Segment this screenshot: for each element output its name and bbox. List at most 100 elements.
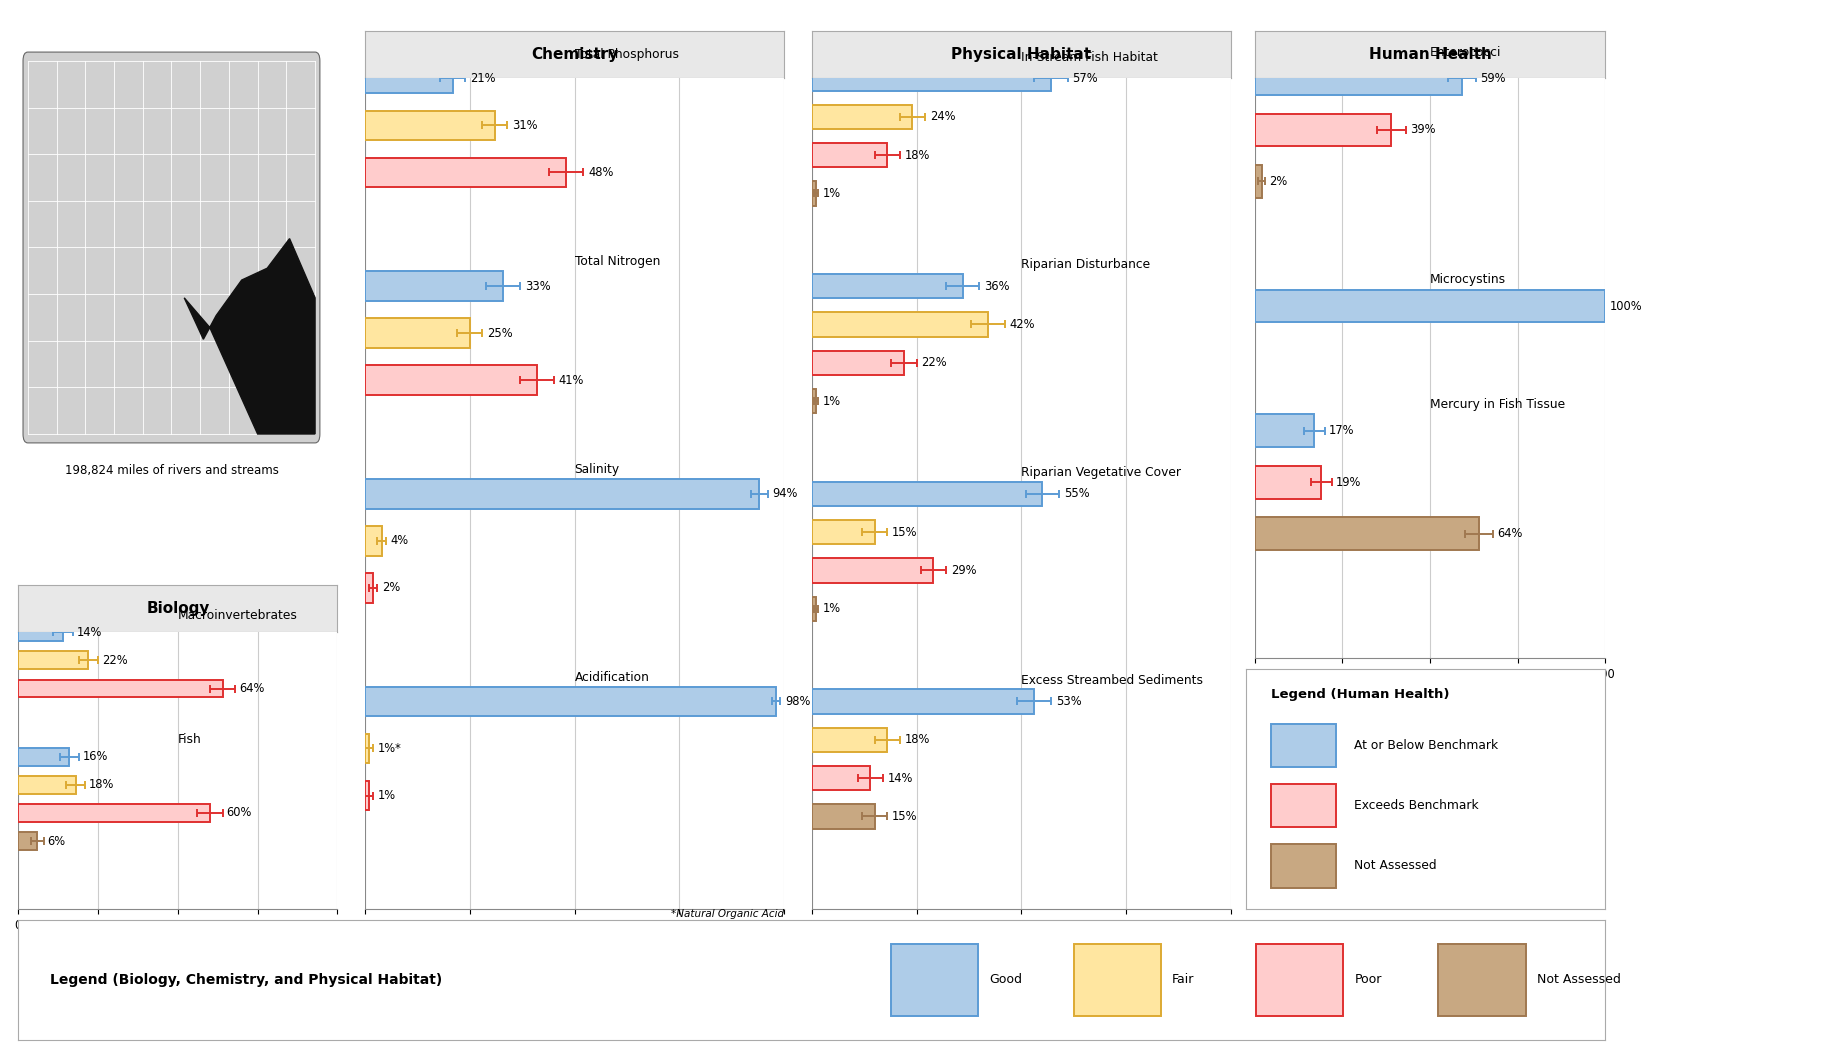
Text: Enterococci: Enterococci [1429, 46, 1500, 59]
Bar [365, 272, 503, 301]
Text: Fair: Fair [1170, 973, 1194, 986]
Text: 24%: 24% [930, 110, 955, 123]
X-axis label: Percent of Length: Percent of Length [1375, 687, 1484, 700]
FancyBboxPatch shape [1271, 784, 1334, 828]
FancyBboxPatch shape [1256, 944, 1342, 1016]
Bar [18, 804, 210, 821]
Text: 6%: 6% [47, 835, 66, 847]
X-axis label: Percent of Length: Percent of Length [520, 937, 629, 951]
Text: 41%: 41% [558, 374, 583, 387]
Bar [811, 104, 912, 129]
Bar [811, 766, 870, 790]
Bar [365, 479, 758, 509]
Text: Legend (Biology, Chemistry, and Physical Habitat): Legend (Biology, Chemistry, and Physical… [49, 973, 441, 986]
Bar [811, 727, 886, 752]
X-axis label: Percent of Length: Percent of Length [966, 937, 1076, 951]
Text: 64%: 64% [1497, 528, 1522, 540]
Text: Good: Good [988, 973, 1023, 986]
Text: 55%: 55% [1063, 487, 1090, 501]
Text: 19%: 19% [1336, 475, 1360, 489]
Text: 198,824 miles of rivers and streams: 198,824 miles of rivers and streams [64, 464, 279, 477]
Text: Not Assessed: Not Assessed [1537, 973, 1621, 986]
Bar [365, 158, 565, 187]
Text: Total Phosphorus: Total Phosphorus [574, 47, 678, 61]
Text: 1%*: 1%* [377, 742, 401, 754]
Bar [365, 319, 470, 348]
Text: *Natural Organic Acid: *Natural Organic Acid [671, 909, 784, 920]
Text: Not Assessed: Not Assessed [1353, 859, 1435, 873]
Text: Physical Habitat: Physical Habitat [952, 47, 1090, 63]
Text: Riparian Vegetative Cover: Riparian Vegetative Cover [1021, 466, 1181, 480]
Bar [811, 389, 815, 413]
Bar [1254, 114, 1391, 146]
Text: 36%: 36% [984, 280, 1010, 293]
Text: 22%: 22% [102, 654, 128, 667]
FancyBboxPatch shape [1438, 944, 1526, 1016]
Text: 100%: 100% [1608, 300, 1641, 312]
Bar [18, 832, 36, 850]
Bar [811, 690, 1034, 714]
Bar [811, 520, 875, 544]
Text: 16%: 16% [82, 750, 108, 763]
Text: 18%: 18% [89, 779, 115, 791]
Text: Microcystins: Microcystins [1429, 274, 1506, 286]
Bar [365, 366, 536, 395]
Text: Poor: Poor [1354, 973, 1382, 986]
Text: 39%: 39% [1409, 123, 1435, 137]
FancyBboxPatch shape [1271, 844, 1334, 887]
Text: 60%: 60% [226, 807, 252, 819]
FancyBboxPatch shape [1074, 944, 1159, 1016]
Text: 25%: 25% [487, 327, 512, 340]
Text: Riparian Disturbance: Riparian Disturbance [1021, 258, 1150, 272]
Text: Salinity: Salinity [574, 463, 620, 475]
Text: 18%: 18% [904, 148, 930, 162]
Text: 15%: 15% [891, 810, 917, 823]
Bar [811, 597, 815, 621]
Text: 1%: 1% [377, 789, 396, 802]
Text: In-Stream Fish Habitat: In-Stream Fish Habitat [1021, 51, 1158, 64]
Text: 33%: 33% [525, 280, 551, 293]
FancyBboxPatch shape [24, 52, 319, 443]
Bar [365, 526, 381, 556]
Bar [1254, 289, 1604, 323]
Text: Human Health: Human Health [1367, 47, 1491, 63]
Text: 64%: 64% [239, 682, 264, 695]
Bar [365, 64, 452, 93]
Bar [811, 312, 988, 336]
Text: Chemistry: Chemistry [530, 47, 618, 63]
Text: 17%: 17% [1329, 424, 1354, 437]
Bar [1254, 165, 1262, 198]
Bar [811, 482, 1043, 506]
Text: 22%: 22% [921, 356, 946, 369]
Bar [1254, 466, 1320, 498]
Text: Biology: Biology [146, 601, 210, 617]
Bar [1254, 62, 1460, 95]
Text: 14%: 14% [77, 626, 102, 638]
Bar [18, 679, 222, 697]
Text: Macroinvertebrates: Macroinvertebrates [179, 608, 297, 622]
Bar [1254, 414, 1314, 447]
Bar [18, 651, 88, 669]
Text: 53%: 53% [1056, 695, 1081, 707]
Text: 15%: 15% [891, 526, 917, 538]
Bar [811, 181, 815, 206]
Text: 2%: 2% [383, 581, 401, 595]
Text: Fish: Fish [179, 733, 202, 746]
Text: Mercury in Fish Tissue: Mercury in Fish Tissue [1429, 398, 1564, 411]
Text: Exceeds Benchmark: Exceeds Benchmark [1353, 799, 1477, 812]
Bar [811, 143, 886, 167]
FancyBboxPatch shape [1271, 724, 1334, 767]
Bar [811, 351, 904, 375]
Text: 29%: 29% [950, 564, 975, 577]
Text: Excess Streambed Sediments: Excess Streambed Sediments [1021, 674, 1203, 687]
Text: 2%: 2% [1269, 175, 1287, 188]
Bar [811, 274, 963, 298]
Text: 1%: 1% [822, 602, 840, 616]
Text: 4%: 4% [390, 534, 408, 548]
Text: At or Below Benchmark: At or Below Benchmark [1353, 739, 1497, 752]
Polygon shape [184, 238, 315, 434]
Text: 42%: 42% [1010, 318, 1035, 331]
Text: Total Nitrogen: Total Nitrogen [574, 255, 660, 269]
Text: 1%: 1% [822, 395, 840, 408]
Text: 94%: 94% [773, 487, 797, 501]
